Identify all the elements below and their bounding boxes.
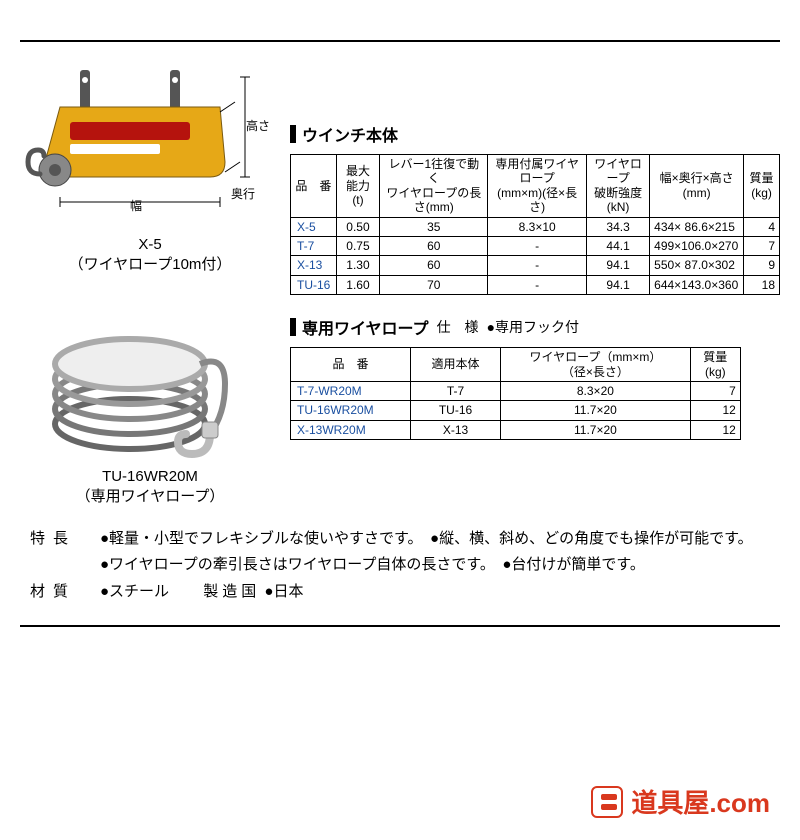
t1-h3: 専用付属ワイヤロープ(mm×m)(径×長さ) <box>488 155 587 218</box>
t1-h1: 最大能力(t) <box>336 155 380 218</box>
features-text: ●軽量・小型でフレキシブルな使いやすさです。 ●縦、横、斜め、どの角度でも操作が… <box>100 526 770 577</box>
section2-spec-text: ●専用フック付 <box>487 317 579 337</box>
model-cell[interactable]: TU-16WR20M <box>291 401 411 420</box>
cap-cell: 1.60 <box>336 275 380 294</box>
t2-h0: 品 番 <box>291 348 411 382</box>
dims-cell: 550× 87.0×302 <box>650 256 744 275</box>
rope-cell: 11.7×20 <box>501 401 691 420</box>
product1-caption: X-5 （ワイヤロープ10m付） <box>20 236 280 274</box>
t1-h6: 質量(kg) <box>744 155 780 218</box>
body-cell: TU-16 <box>411 401 501 420</box>
table-row: X-13WR20MX-1311.7×2012 <box>291 420 741 439</box>
break-cell: 44.1 <box>587 236 650 255</box>
dim-width-label: 幅 <box>130 197 142 214</box>
table-row: X-131.3060-94.1550× 87.0×3029 <box>291 256 780 275</box>
lever-cell: 70 <box>380 275 488 294</box>
section-bar-icon <box>290 318 296 336</box>
model-cell[interactable]: X-13 <box>291 256 337 275</box>
product2-caption: TU-16WR20M （専用ワイヤロープ） <box>20 468 280 506</box>
dims-cell: 434× 86.6×215 <box>650 217 744 236</box>
material-label: 材質 <box>30 579 100 605</box>
t2-h3: 質量(kg) <box>690 348 740 382</box>
model-cell[interactable]: T-7 <box>291 236 337 255</box>
winch-table: 品 番 最大能力(t) レバー1往復で動くワイヤロープの長さ(mm) 専用付属ワ… <box>290 154 780 295</box>
model-cell[interactable]: TU-16 <box>291 275 337 294</box>
table-row: X-50.50358.3×1034.3434× 86.6×2154 <box>291 217 780 236</box>
winch-illustration: 高さ 幅 奥行 <box>20 62 260 232</box>
bottom-rule <box>20 625 780 627</box>
section-bar-icon <box>290 125 296 143</box>
dims-cell: 644×143.0×360 <box>650 275 744 294</box>
section1-title: ウインチ本体 <box>302 122 398 146</box>
wt-cell: 7 <box>690 381 740 400</box>
body-cell: X-13 <box>411 420 501 439</box>
t1-h4: ワイヤロープ破断強度(kN) <box>587 155 650 218</box>
break-cell: 94.1 <box>587 275 650 294</box>
product1-note: （ワイヤロープ10m付） <box>69 256 232 273</box>
model-cell[interactable]: T-7-WR20M <box>291 381 411 400</box>
body-cell: T-7 <box>411 381 501 400</box>
cap-cell: 0.50 <box>336 217 380 236</box>
table-row: TU-16WR20MTU-1611.7×2012 <box>291 401 741 420</box>
dim-depth-label: 奥行 <box>231 185 255 202</box>
section2-title: 専用ワイヤロープ <box>302 315 429 339</box>
table-row: T-70.7560-44.1499×106.0×2707 <box>291 236 780 255</box>
brand-logo-icon <box>591 786 623 818</box>
wt-cell: 9 <box>744 256 780 275</box>
features-block: 特長 ●軽量・小型でフレキシブルな使いやすさです。 ●縦、横、斜め、どの角度でも… <box>0 506 800 605</box>
t2-h2: ワイヤロープ（mm×m）（径×長さ） <box>501 348 691 382</box>
footer: 道具屋.com <box>591 783 770 820</box>
section1-header: ウインチ本体 <box>290 122 780 146</box>
dim-height-label: 高さ <box>246 117 270 134</box>
wt-cell: 18 <box>744 275 780 294</box>
rope-table: 品 番 適用本体 ワイヤロープ（mm×m）（径×長さ） 質量(kg) T-7-W… <box>290 347 741 440</box>
lever-cell: 60 <box>380 236 488 255</box>
dims-cell: 499×106.0×270 <box>650 236 744 255</box>
country-label: 製造国 <box>203 583 260 600</box>
t1-h0: 品 番 <box>291 155 337 218</box>
section2-header: 専用ワイヤロープ 仕 様 ●専用フック付 <box>290 315 780 339</box>
product2-note: （専用ワイヤロープ） <box>76 488 225 505</box>
wire-rope-illustration <box>40 294 240 464</box>
break-cell: 94.1 <box>587 256 650 275</box>
table-row: TU-161.6070-94.1644×143.0×36018 <box>291 275 780 294</box>
rope-cell: 8.3×20 <box>501 381 691 400</box>
wt-cell: 12 <box>690 401 740 420</box>
wt-cell: 4 <box>744 217 780 236</box>
rope-cell: - <box>488 236 587 255</box>
wt-cell: 7 <box>744 236 780 255</box>
cap-cell: 1.30 <box>336 256 380 275</box>
country-text: ●日本 <box>264 583 303 600</box>
material-text: ●スチール 製造国 ●日本 <box>100 579 770 605</box>
t2-h1: 適用本体 <box>411 348 501 382</box>
product1-model: X-5 <box>138 236 161 253</box>
right-column: ウインチ本体 品 番 最大能力(t) レバー1往復で動くワイヤロープの長さ(mm… <box>280 52 780 506</box>
break-cell: 34.3 <box>587 217 650 236</box>
brand-text[interactable]: 道具屋.com <box>631 783 770 820</box>
t1-h2: レバー1往復で動くワイヤロープの長さ(mm) <box>380 155 488 218</box>
model-cell[interactable]: X-5 <box>291 217 337 236</box>
product2-model: TU-16WR20M <box>102 468 198 485</box>
rope-cell: 8.3×10 <box>488 217 587 236</box>
model-cell[interactable]: X-13WR20M <box>291 420 411 439</box>
rope-cell: 11.7×20 <box>501 420 691 439</box>
content-row: 高さ 幅 奥行 X-5 （ワイヤロープ10m付） TU-16WR20M <box>0 42 800 506</box>
section2-spec-label: 仕 様 <box>437 317 479 337</box>
rope-cell: - <box>488 275 587 294</box>
wt-cell: 12 <box>690 420 740 439</box>
rope-cell: - <box>488 256 587 275</box>
lever-cell: 60 <box>380 256 488 275</box>
lever-cell: 35 <box>380 217 488 236</box>
table-row: T-7-WR20MT-78.3×207 <box>291 381 741 400</box>
left-column: 高さ 幅 奥行 X-5 （ワイヤロープ10m付） TU-16WR20M <box>20 52 280 506</box>
cap-cell: 0.75 <box>336 236 380 255</box>
t1-h5: 幅×奥行×高さ(mm) <box>650 155 744 218</box>
features-label: 特長 <box>30 526 100 552</box>
